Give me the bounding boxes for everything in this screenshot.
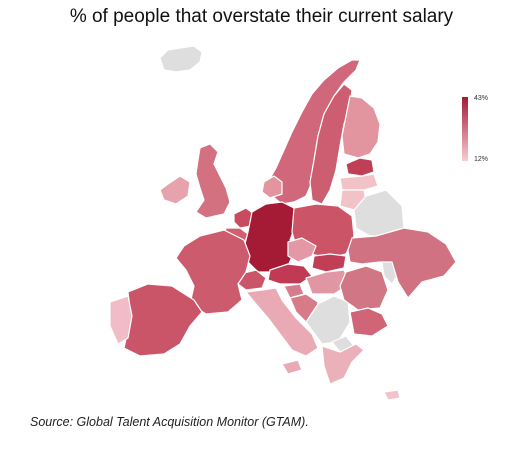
region-norway[interactable]	[267, 59, 361, 205]
chart-title: % of people that overstate their current…	[69, 6, 454, 27]
region-western-balkans[interactable]	[305, 295, 351, 345]
region-germany[interactable]	[243, 201, 297, 273]
region-italy-sicily[interactable]	[281, 359, 303, 375]
region-greece[interactable]	[321, 343, 365, 385]
region-latvia[interactable]	[339, 173, 379, 191]
region-france[interactable]	[175, 229, 251, 315]
region-united-kingdom[interactable]	[195, 143, 231, 219]
color-legend: 43% 12%	[462, 95, 512, 170]
source-note: Source: Global Talent Acquisition Monito…	[30, 415, 309, 429]
region-cyprus[interactable]	[383, 389, 401, 401]
region-ukraine[interactable]	[347, 227, 457, 299]
region-romania[interactable]	[339, 265, 389, 311]
legend-min-label: 12%	[474, 156, 489, 163]
region-finland[interactable]	[341, 95, 381, 159]
region-denmark[interactable]	[261, 175, 283, 199]
region-slovakia[interactable]	[311, 253, 347, 273]
region-bulgaria[interactable]	[349, 307, 389, 337]
region-ireland[interactable]	[159, 175, 191, 205]
legend-max-label: 43%	[474, 95, 489, 102]
region-czechia[interactable]	[287, 237, 317, 263]
region-portugal[interactable]	[109, 295, 133, 345]
region-spain[interactable]	[123, 283, 203, 357]
region-italy[interactable]	[245, 287, 319, 357]
legend-gradient-bar	[462, 97, 468, 161]
region-austria[interactable]	[267, 263, 313, 285]
region-estonia[interactable]	[345, 157, 375, 177]
region-iceland[interactable]	[159, 45, 203, 73]
